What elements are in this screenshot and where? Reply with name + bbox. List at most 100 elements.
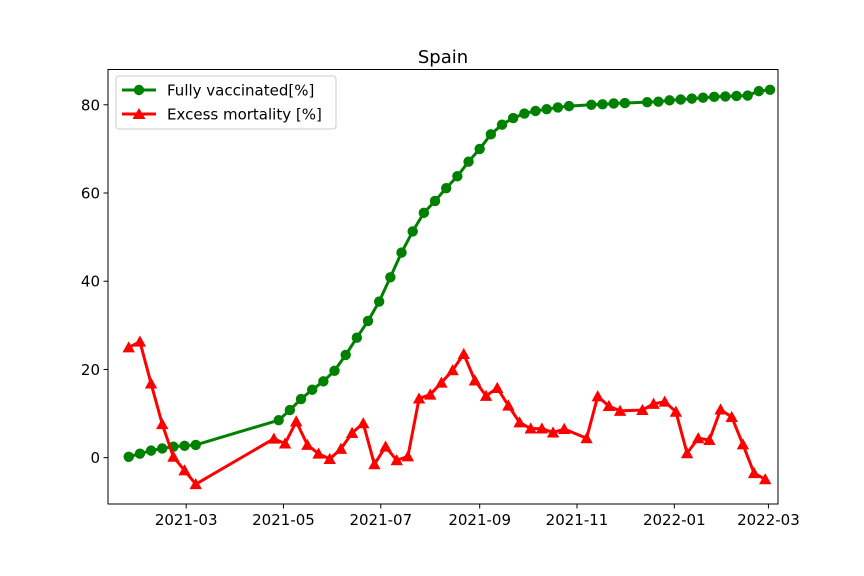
data-point: [703, 433, 716, 445]
x-tick-label: 2021-05: [252, 511, 315, 529]
data-point: [379, 440, 392, 452]
data-point: [435, 376, 448, 388]
data-point: [563, 100, 575, 112]
y-tick-label: 0: [90, 449, 100, 467]
data-point: [396, 247, 407, 258]
data-point: [190, 439, 201, 451]
data-point: [418, 207, 430, 219]
data-point: [714, 403, 727, 415]
data-point: [340, 349, 351, 361]
data-point: [424, 388, 437, 400]
data-point: [385, 272, 396, 283]
data-point: [619, 97, 631, 109]
legend-label-vaccinated: Fully vaccinated[%]: [167, 82, 314, 100]
plot-area: [122, 84, 776, 490]
data-point: [485, 129, 497, 140]
data-point: [513, 416, 526, 428]
data-point: [301, 438, 314, 450]
data-point: [373, 296, 385, 307]
data-point: [759, 473, 772, 485]
data-point: [753, 85, 765, 97]
legend-marker-excess-mortality: [132, 108, 146, 119]
data-point: [725, 410, 738, 423]
data-point: [742, 90, 753, 101]
data-point: [669, 405, 683, 417]
data-point: [546, 426, 560, 438]
data-point: [664, 95, 675, 106]
data-point: [306, 384, 318, 395]
data-point: [463, 156, 474, 167]
data-point: [133, 335, 147, 347]
data-point: [736, 438, 750, 450]
data-point: [178, 464, 191, 476]
legend-entry-vaccinated: Fully vaccinated[%]: [122, 82, 314, 100]
data-point: [179, 440, 190, 451]
data-point: [452, 171, 463, 182]
legend: Fully vaccinated[%] Excess mortality [%]: [115, 75, 337, 130]
data-point: [156, 417, 169, 430]
data-point: [446, 364, 459, 376]
data-point: [580, 432, 593, 444]
data-point: [653, 96, 664, 107]
data-point: [284, 404, 296, 416]
data-point: [457, 347, 470, 359]
data-point: [290, 415, 303, 427]
data-point: [507, 112, 519, 124]
x-tick-label: 2021-03: [155, 511, 218, 529]
data-point: [658, 395, 671, 407]
y-axis-ticks: 0 20 40 60 80: [81, 96, 108, 467]
data-point: [474, 143, 485, 155]
x-tick-label: 2021-07: [349, 511, 412, 529]
y-tick-label: 80: [81, 96, 100, 114]
data-point: [273, 414, 284, 426]
data-point: [591, 390, 604, 402]
data-point: [675, 94, 686, 105]
legend-label-excess-mortality: Excess mortality [%]: [167, 106, 322, 124]
data-point: [390, 454, 403, 466]
data-point: [267, 432, 281, 444]
data-point: [708, 91, 720, 103]
data-point: [530, 105, 541, 117]
data-point: [401, 450, 415, 462]
data-point: [692, 432, 705, 444]
data-point: [479, 389, 493, 401]
data-point: [720, 91, 731, 102]
legend-marker-vaccinated: [133, 84, 145, 96]
data-point: [496, 119, 508, 130]
data-point: [636, 403, 649, 416]
data-point: [502, 399, 515, 411]
data-point: [312, 447, 325, 459]
x-tick-label: 2021-09: [448, 511, 511, 529]
data-point: [541, 104, 552, 115]
data-point: [552, 102, 564, 113]
data-point: [731, 90, 742, 102]
legend-box: [115, 75, 337, 130]
data-point: [134, 448, 146, 459]
data-point: [345, 426, 359, 438]
x-tick-label: 2022-03: [737, 511, 800, 529]
y-tick-label: 40: [81, 273, 100, 291]
data-point: [586, 99, 597, 110]
data-point: [647, 397, 660, 409]
data-point: [641, 96, 653, 108]
data-point: [680, 447, 694, 459]
data-point: [329, 365, 340, 376]
data-point: [608, 98, 619, 109]
data-point: [334, 442, 348, 454]
x-tick-label: 2022-01: [643, 511, 706, 529]
data-point: [597, 99, 608, 110]
data-point: [122, 341, 135, 353]
data-point: [468, 374, 482, 386]
data-point: [295, 393, 307, 405]
axes-frame: [107, 69, 779, 505]
data-point: [429, 195, 441, 207]
data-point: [613, 404, 627, 416]
data-point: [491, 381, 504, 393]
data-point: [602, 399, 616, 412]
y-tick-label: 20: [81, 361, 100, 379]
data-point: [189, 477, 202, 490]
legend-entry-excess-mortality: Excess mortality [%]: [122, 106, 322, 124]
data-point: [357, 417, 370, 429]
data-point: [412, 392, 426, 404]
